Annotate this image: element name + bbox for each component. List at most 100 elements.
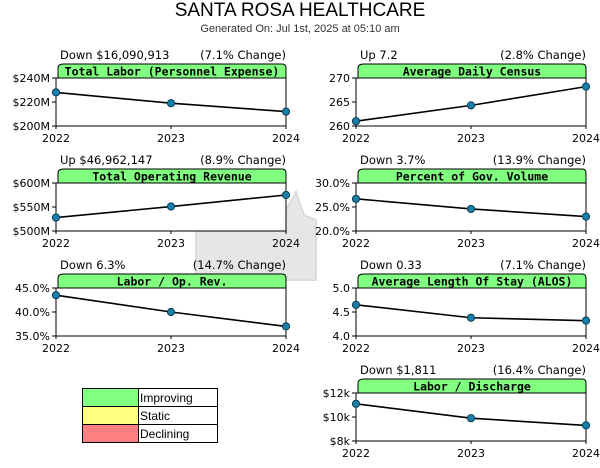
x-tick-label: 2024 bbox=[572, 132, 600, 145]
report-title: SANTA ROSA HEALTHCARE bbox=[174, 0, 426, 21]
status-tab-improving bbox=[57, 63, 287, 79]
legend-swatch-improving bbox=[82, 388, 139, 407]
chart-total-operating-revenue: Total Operating Revenue $500M $550M $600M 20… bbox=[13, 168, 300, 250]
data-point bbox=[466, 204, 476, 214]
data-point bbox=[281, 107, 291, 116]
x-tick-label: 2024 bbox=[272, 237, 300, 250]
chart-title: Labor / Op. Rev. bbox=[117, 275, 228, 289]
x-tick-label: 2024 bbox=[272, 342, 300, 355]
chart-title: Total Operating Revenue bbox=[92, 170, 251, 184]
kpi-panel-labor-op-rev: Down 6.3% (14.7% Change) Labor / Op. Rev. 3… bbox=[15, 258, 300, 363]
legend-swatch-static bbox=[82, 406, 139, 425]
data-point bbox=[351, 194, 361, 203]
plot-area bbox=[355, 287, 587, 337]
y-tick-label: $240M bbox=[13, 72, 51, 85]
data-point bbox=[466, 414, 476, 423]
y-tick-label: 40.0% bbox=[15, 306, 50, 319]
kpi-panel-labor-per-discharge: Down $1,811 (16.4% Change) Labor / Dischar… bbox=[323, 363, 600, 468]
x-tick-label: 2023 bbox=[457, 132, 485, 145]
kpi-panel-percent-gov-volume: Down 3.7% (13.9% Change) Percent of Gov. V… bbox=[315, 153, 600, 258]
legend-item-improving: Improving bbox=[82, 388, 218, 407]
legend: Improving Static Declining bbox=[82, 388, 218, 443]
change-amount: Down 3.7% bbox=[360, 153, 426, 167]
x-tick-label: 2022 bbox=[342, 447, 370, 460]
x-tick-label: 2024 bbox=[572, 342, 600, 355]
change-percent: (8.9% Change) bbox=[200, 153, 286, 167]
x-tick-label: 2022 bbox=[342, 132, 370, 145]
kpi-panel-total-labor: Down $16,090,913 (7.1% Change) Total Labor… bbox=[13, 48, 301, 153]
change-percent: (7.1% Change) bbox=[200, 48, 286, 62]
kpi-panel-total-operating-revenue: Up $46,962,147 (8.9% Change) Total Operati… bbox=[13, 153, 301, 258]
change-percent: (14.7% Change) bbox=[192, 258, 286, 272]
x-tick-label: 2023 bbox=[157, 237, 185, 250]
change-amount: Down 0.33 bbox=[360, 258, 422, 272]
change-amount: Down $1,811 bbox=[360, 363, 437, 377]
data-point bbox=[581, 82, 591, 91]
change-percent: (2.8% Change) bbox=[500, 48, 586, 62]
y-tick-label: 5.0 bbox=[333, 282, 351, 295]
data-point bbox=[281, 322, 291, 331]
y-tick-label: $500M bbox=[13, 225, 51, 238]
change-percent: (13.9% Change) bbox=[492, 153, 586, 167]
data-point bbox=[166, 99, 176, 108]
y-tick-label: 20.0% bbox=[315, 225, 350, 238]
chart-labor-discharge: Labor / Discharge $8k $10k $12k 2022 2023 2024 bbox=[323, 378, 600, 460]
y-tick-label: 265 bbox=[329, 96, 350, 109]
x-tick-label: 2024 bbox=[572, 447, 600, 460]
change-percent: (7.1% Change) bbox=[500, 258, 586, 272]
y-tick-label: $600M bbox=[13, 177, 51, 190]
status-tab-improving bbox=[57, 273, 287, 289]
y-tick-label: 4.0 bbox=[333, 330, 351, 343]
data-point bbox=[466, 313, 476, 322]
change-amount: Up $46,962,147 bbox=[60, 153, 153, 167]
y-tick-label: 25.0% bbox=[315, 201, 350, 214]
x-tick-label: 2022 bbox=[342, 342, 370, 355]
data-point bbox=[581, 316, 591, 325]
status-tab-improving bbox=[357, 378, 587, 394]
y-tick-label: 30.0% bbox=[315, 177, 350, 190]
x-tick-label: 2022 bbox=[42, 132, 70, 145]
status-tab-improving bbox=[57, 168, 287, 184]
data-point bbox=[351, 399, 361, 408]
data-point bbox=[351, 117, 361, 126]
chart-title: Average Daily Census bbox=[403, 65, 541, 79]
data-point bbox=[166, 202, 176, 211]
chart-title: Percent of Gov. Volume bbox=[396, 170, 548, 184]
chart-labor-op-rev: Labor / Op. Rev. 35.0% 40.0% 45.0% 2022 2023 2… bbox=[15, 273, 300, 355]
x-tick-label: 2022 bbox=[42, 342, 70, 355]
y-tick-label: $220M bbox=[13, 96, 51, 109]
status-tab-improving bbox=[357, 273, 587, 289]
chart-title: Total Labor (Personnel Expense) bbox=[65, 65, 280, 79]
data-point bbox=[51, 88, 61, 97]
legend-label-static: Static bbox=[138, 406, 218, 425]
change-amount: Down 6.3% bbox=[60, 258, 126, 272]
legend-item-declining: Declining bbox=[82, 424, 218, 443]
legend-item-static: Static bbox=[82, 406, 218, 425]
x-tick-label: 2022 bbox=[42, 237, 70, 250]
change-amount: Up 7.2 bbox=[360, 48, 398, 62]
y-tick-label: 4.5 bbox=[333, 306, 351, 319]
kpi-panel-average-length-of-stay: Down 0.33 (7.1% Change) Average Length Of … bbox=[333, 258, 600, 363]
change-amount: Down $16,090,913 bbox=[60, 48, 170, 62]
data-point bbox=[51, 213, 61, 222]
legend-swatch-declining bbox=[82, 424, 139, 443]
y-tick-label: $10k bbox=[323, 411, 351, 424]
chart-average-length-of-stay-alos: Average Length Of Stay (ALOS) 4.0 4.5 5.0 20… bbox=[333, 273, 600, 355]
x-tick-label: 2023 bbox=[457, 237, 485, 250]
chart-title: Average Length Of Stay (ALOS) bbox=[372, 275, 573, 289]
chart-percent-of-gov-volume: Percent of Gov. Volume 20.0% 25.0% 30.0% 202… bbox=[315, 168, 600, 250]
data-point bbox=[581, 421, 591, 430]
x-tick-label: 2024 bbox=[572, 237, 600, 250]
y-tick-label: 270 bbox=[329, 72, 350, 85]
chart-total-labor-personnel-expense: Total Labor (Personnel Expense) $200M $220… bbox=[13, 63, 300, 145]
x-tick-label: 2023 bbox=[457, 447, 485, 460]
legend-label-declining: Declining bbox=[138, 424, 218, 443]
y-tick-label: $12k bbox=[323, 387, 351, 400]
data-point bbox=[466, 101, 476, 110]
status-tab-improving bbox=[357, 168, 587, 184]
chart-title: Labor / Discharge bbox=[413, 380, 531, 394]
x-tick-label: 2023 bbox=[157, 342, 185, 355]
x-tick-label: 2022 bbox=[342, 237, 370, 250]
data-point bbox=[166, 307, 176, 317]
generated-timestamp: Generated On: Jul 1st, 2025 at 05:10 am bbox=[200, 23, 400, 35]
